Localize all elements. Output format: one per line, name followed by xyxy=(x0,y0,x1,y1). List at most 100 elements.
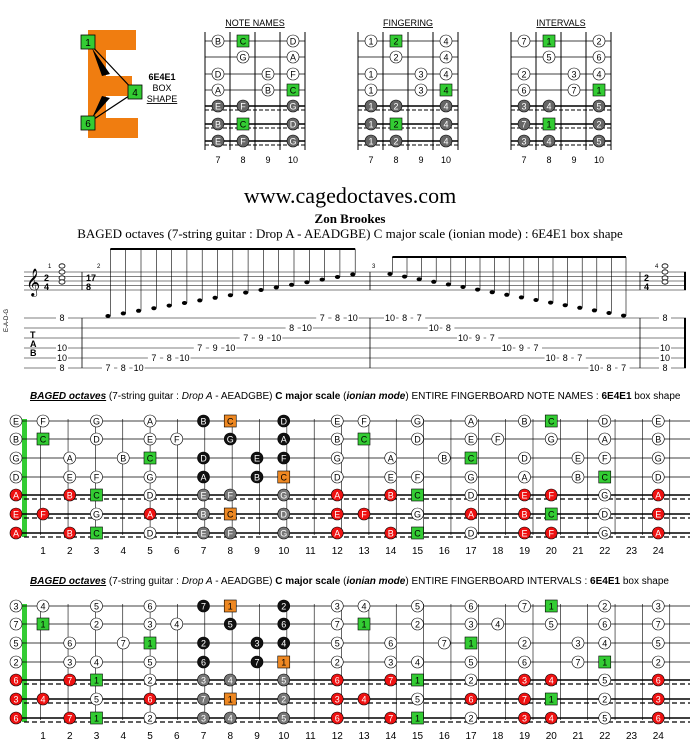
fretboard-marker-label: B xyxy=(67,529,73,539)
fretboard-marker-label: 7 xyxy=(522,695,527,705)
fret-number: 22 xyxy=(599,546,611,557)
fretboard-note-marker xyxy=(9,655,23,669)
fret-number: 16 xyxy=(439,546,451,557)
mini-marker-label: D xyxy=(215,70,222,80)
fretboard-marker-label: E xyxy=(147,435,153,445)
tab-number-bg xyxy=(56,343,68,353)
tab-number: 8 xyxy=(167,353,172,363)
scale-subtitle: BAGED octaves (7-string guitar : Drop A … xyxy=(77,226,623,241)
mini-note-marker xyxy=(261,83,275,97)
fretboard-marker-label: 6 xyxy=(388,639,393,649)
tab-number: 7 xyxy=(105,363,110,373)
fretboard-marker-label: C xyxy=(548,417,555,427)
fretboard-note-marker xyxy=(518,655,531,669)
mini-marker-label: 2 xyxy=(596,37,601,47)
site-url[interactable]: www.cagedoctaves.com xyxy=(243,183,457,208)
tab-number: 10 xyxy=(385,313,395,323)
logo-caption: SHAPE xyxy=(147,94,178,104)
fretboard-marker-label: E xyxy=(254,454,260,464)
logo-caption: 6E4E1 xyxy=(148,72,175,82)
fretboard-note-marker xyxy=(411,692,424,706)
tab-number-bg xyxy=(300,323,313,333)
fretboard-marker-label: 1 xyxy=(602,658,607,668)
fretboard-note-marker xyxy=(9,711,23,725)
fretboard-note-marker xyxy=(357,507,371,521)
fretboard-note-marker xyxy=(651,488,665,502)
tab-number: 7 xyxy=(417,313,422,323)
fretboard-note-marker xyxy=(197,636,210,650)
note-head xyxy=(304,280,310,285)
fretboard-marker-label: 3 xyxy=(388,658,393,668)
title-part: box shape xyxy=(631,391,681,402)
tab-number: 10 xyxy=(271,333,281,343)
mini-fret-number: 8 xyxy=(393,155,398,165)
fretboard-note-marker xyxy=(250,636,264,650)
measure-number: 2 xyxy=(97,264,101,270)
fret-number: 14 xyxy=(385,546,397,557)
fretboard-marker-label: 5 xyxy=(13,639,18,649)
fretboard-note-marker xyxy=(330,599,344,613)
fretboard-marker-label: 6 xyxy=(468,695,473,705)
mini-note-marker xyxy=(542,99,556,113)
mini-note-marker xyxy=(592,67,606,81)
time-sig-top: 2 xyxy=(644,273,649,283)
fretboard-note-marker xyxy=(571,636,585,650)
fretboard-note-marker xyxy=(544,617,558,631)
fretboard-marker-label: A xyxy=(147,417,153,427)
fretboard-note-marker xyxy=(143,526,157,540)
fretboard-note-marker xyxy=(223,488,237,502)
tab-number-bg xyxy=(573,353,586,363)
fretboard-marker-label: B xyxy=(521,417,527,427)
mini-note-marker xyxy=(211,99,225,113)
fretboard-note-marker xyxy=(518,692,531,706)
fretboard-root-marker xyxy=(544,692,558,706)
fretboard-root-marker xyxy=(357,432,371,446)
note-head xyxy=(548,300,554,305)
logo-line xyxy=(87,41,136,93)
mini-marker-label: E xyxy=(215,102,221,112)
fretboard-note-marker xyxy=(63,451,77,465)
mini-marker-label: 5 xyxy=(596,137,601,147)
fretboard-marker-label: D xyxy=(414,435,421,445)
chord-note-head xyxy=(661,279,669,285)
fretboard-note-marker xyxy=(464,526,478,540)
fretboard-root-marker xyxy=(277,655,291,669)
fretboard-marker-label: E xyxy=(200,529,206,539)
tab-number: 10 xyxy=(502,343,512,353)
tab-number-bg xyxy=(515,343,528,353)
fretboard-note-marker xyxy=(9,673,23,687)
mini-marker-label: G xyxy=(239,53,246,63)
tab-number: 8 xyxy=(563,353,568,363)
mini-note-marker xyxy=(211,83,225,97)
fret-number: 9 xyxy=(254,546,260,557)
tab-number: 10 xyxy=(225,343,235,353)
fretboard-marker-label: 3 xyxy=(335,602,340,612)
fretboard-marker-label: F xyxy=(281,454,287,464)
fretboard-note-marker xyxy=(277,711,291,725)
note-head xyxy=(319,277,325,282)
fretboard-note-marker xyxy=(330,488,344,502)
tab-number: 8 xyxy=(662,363,667,373)
mini-root-marker xyxy=(389,34,403,48)
mini-note-marker xyxy=(286,117,300,131)
tab-number: 7 xyxy=(320,313,325,323)
mini-fret-number: 10 xyxy=(441,155,451,165)
fretboard-note-marker xyxy=(330,526,344,540)
note-head xyxy=(562,303,568,308)
fret-number: 24 xyxy=(653,546,665,557)
measure-number: 1 xyxy=(48,264,52,270)
fretboard-marker-label: 5 xyxy=(415,602,420,612)
fretboard-marker-label: 7 xyxy=(67,714,72,724)
time-sig-bottom: 8 xyxy=(86,282,91,292)
tab-number-bg xyxy=(102,363,114,373)
fret-number: 3 xyxy=(94,731,100,742)
note-head xyxy=(475,287,481,292)
title-part: (7-string guitar : xyxy=(106,391,182,402)
fretboard-marker-label: 3 xyxy=(468,620,473,630)
fretboard-marker-label: 4 xyxy=(549,676,554,686)
mini-marker-label: 3 xyxy=(571,70,576,80)
fretboard-note-marker xyxy=(277,414,291,428)
tab-number-bg xyxy=(471,333,484,343)
tab-number-bg xyxy=(659,353,671,363)
mini-marker-label: 4 xyxy=(443,102,448,112)
